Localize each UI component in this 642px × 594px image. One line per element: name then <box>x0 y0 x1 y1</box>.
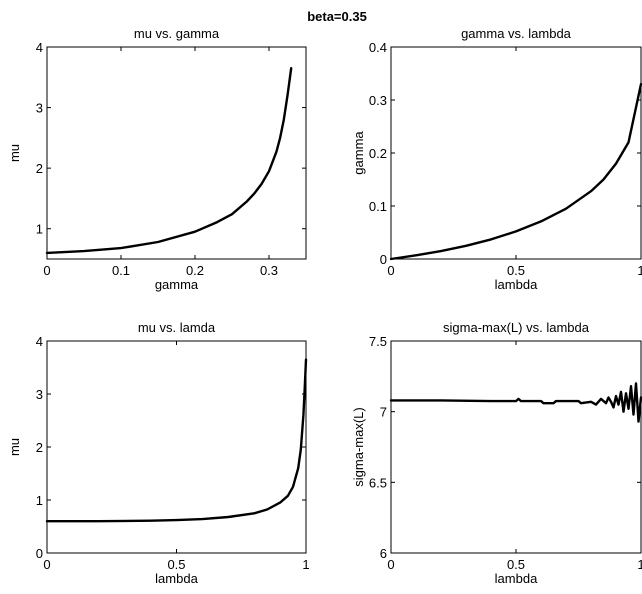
x-tick-label: 0.3 <box>260 263 278 278</box>
x-axis-label: gamma <box>155 277 199 292</box>
y-tick-label: 6 <box>380 546 387 561</box>
x-tick-label: 0.1 <box>112 263 130 278</box>
x-tick-label: 0.5 <box>507 557 525 572</box>
x-axis-label: lambda <box>495 571 538 586</box>
x-axis-label: lambda <box>495 277 538 292</box>
subplot-mu-vs-lamda: 0 0.5 1 0 1 2 3 4 mu vs. lamda lambda mu <box>7 320 310 586</box>
y-tick-label: 3 <box>36 101 43 116</box>
y-tick-label: 6.5 <box>369 475 387 490</box>
axes-frame <box>390 46 642 260</box>
series-line <box>45 66 293 255</box>
subplot-title: gamma vs. lambda <box>461 26 572 41</box>
y-tick-label: 0.1 <box>369 199 387 214</box>
y-axis-label: sigma-max(L) <box>351 407 366 486</box>
subplot-title: mu vs. gamma <box>134 26 220 41</box>
y-tick-label: 0.4 <box>369 40 387 55</box>
subplot-title: sigma-max(L) vs. lambda <box>443 320 590 335</box>
x-tick-label: 1 <box>302 557 309 572</box>
axes-frame <box>390 340 642 554</box>
y-tick-label: 1 <box>36 493 43 508</box>
subplot-title: mu vs. lamda <box>138 320 216 335</box>
y-tick-label: 7.5 <box>369 334 387 349</box>
x-tick-label: 0 <box>387 263 394 278</box>
subplot-gamma-vs-lambda: 0 0.5 1 0 0.1 0.2 0.3 0.4 gamma vs. lambda lambda… <box>351 26 642 292</box>
y-tick-label: 0 <box>36 546 43 561</box>
x-axis-label: lambda <box>155 571 198 586</box>
y-tick-label: 7 <box>380 405 387 420</box>
y-tick-label: 0.3 <box>369 93 387 108</box>
y-tick-label: 0 <box>380 252 387 267</box>
x-tick-label: 0 <box>43 263 50 278</box>
x-tick-label: 0.5 <box>167 557 185 572</box>
x-tick-label: 1 <box>637 557 642 572</box>
y-axis-label: mu <box>7 144 22 162</box>
subplot-sigma-max-l-vs-lambda: 0 0.5 1 6 6.5 7 7.5 sigma-max(L) vs. lambda lamb… <box>351 320 642 586</box>
y-axis-label: mu <box>7 438 22 456</box>
series-line <box>45 358 308 523</box>
y-axis-label: gamma <box>351 131 366 175</box>
y-tick-label: 0.2 <box>369 146 387 161</box>
series-line <box>389 382 642 423</box>
y-tick-label: 2 <box>36 161 43 176</box>
y-tick-label: 3 <box>36 387 43 402</box>
x-tick-label: 0 <box>43 557 50 572</box>
axes-frame <box>46 46 307 260</box>
y-tick-label: 1 <box>36 222 43 237</box>
series-line <box>389 82 642 261</box>
y-tick-label: 4 <box>36 334 43 349</box>
subplot-mu-vs-gamma: 0 0.1 0.2 0.3 1 2 3 4 mu vs. gamma gamma mu <box>7 26 307 292</box>
y-tick-label: 2 <box>36 440 43 455</box>
x-tick-label: 0 <box>387 557 394 572</box>
x-tick-label: 0.5 <box>507 263 525 278</box>
y-tick-label: 4 <box>36 40 43 55</box>
x-tick-label: 0.2 <box>186 263 204 278</box>
figure-suptitle: beta=0.35 <box>307 9 367 24</box>
x-tick-label: 1 <box>637 263 642 278</box>
